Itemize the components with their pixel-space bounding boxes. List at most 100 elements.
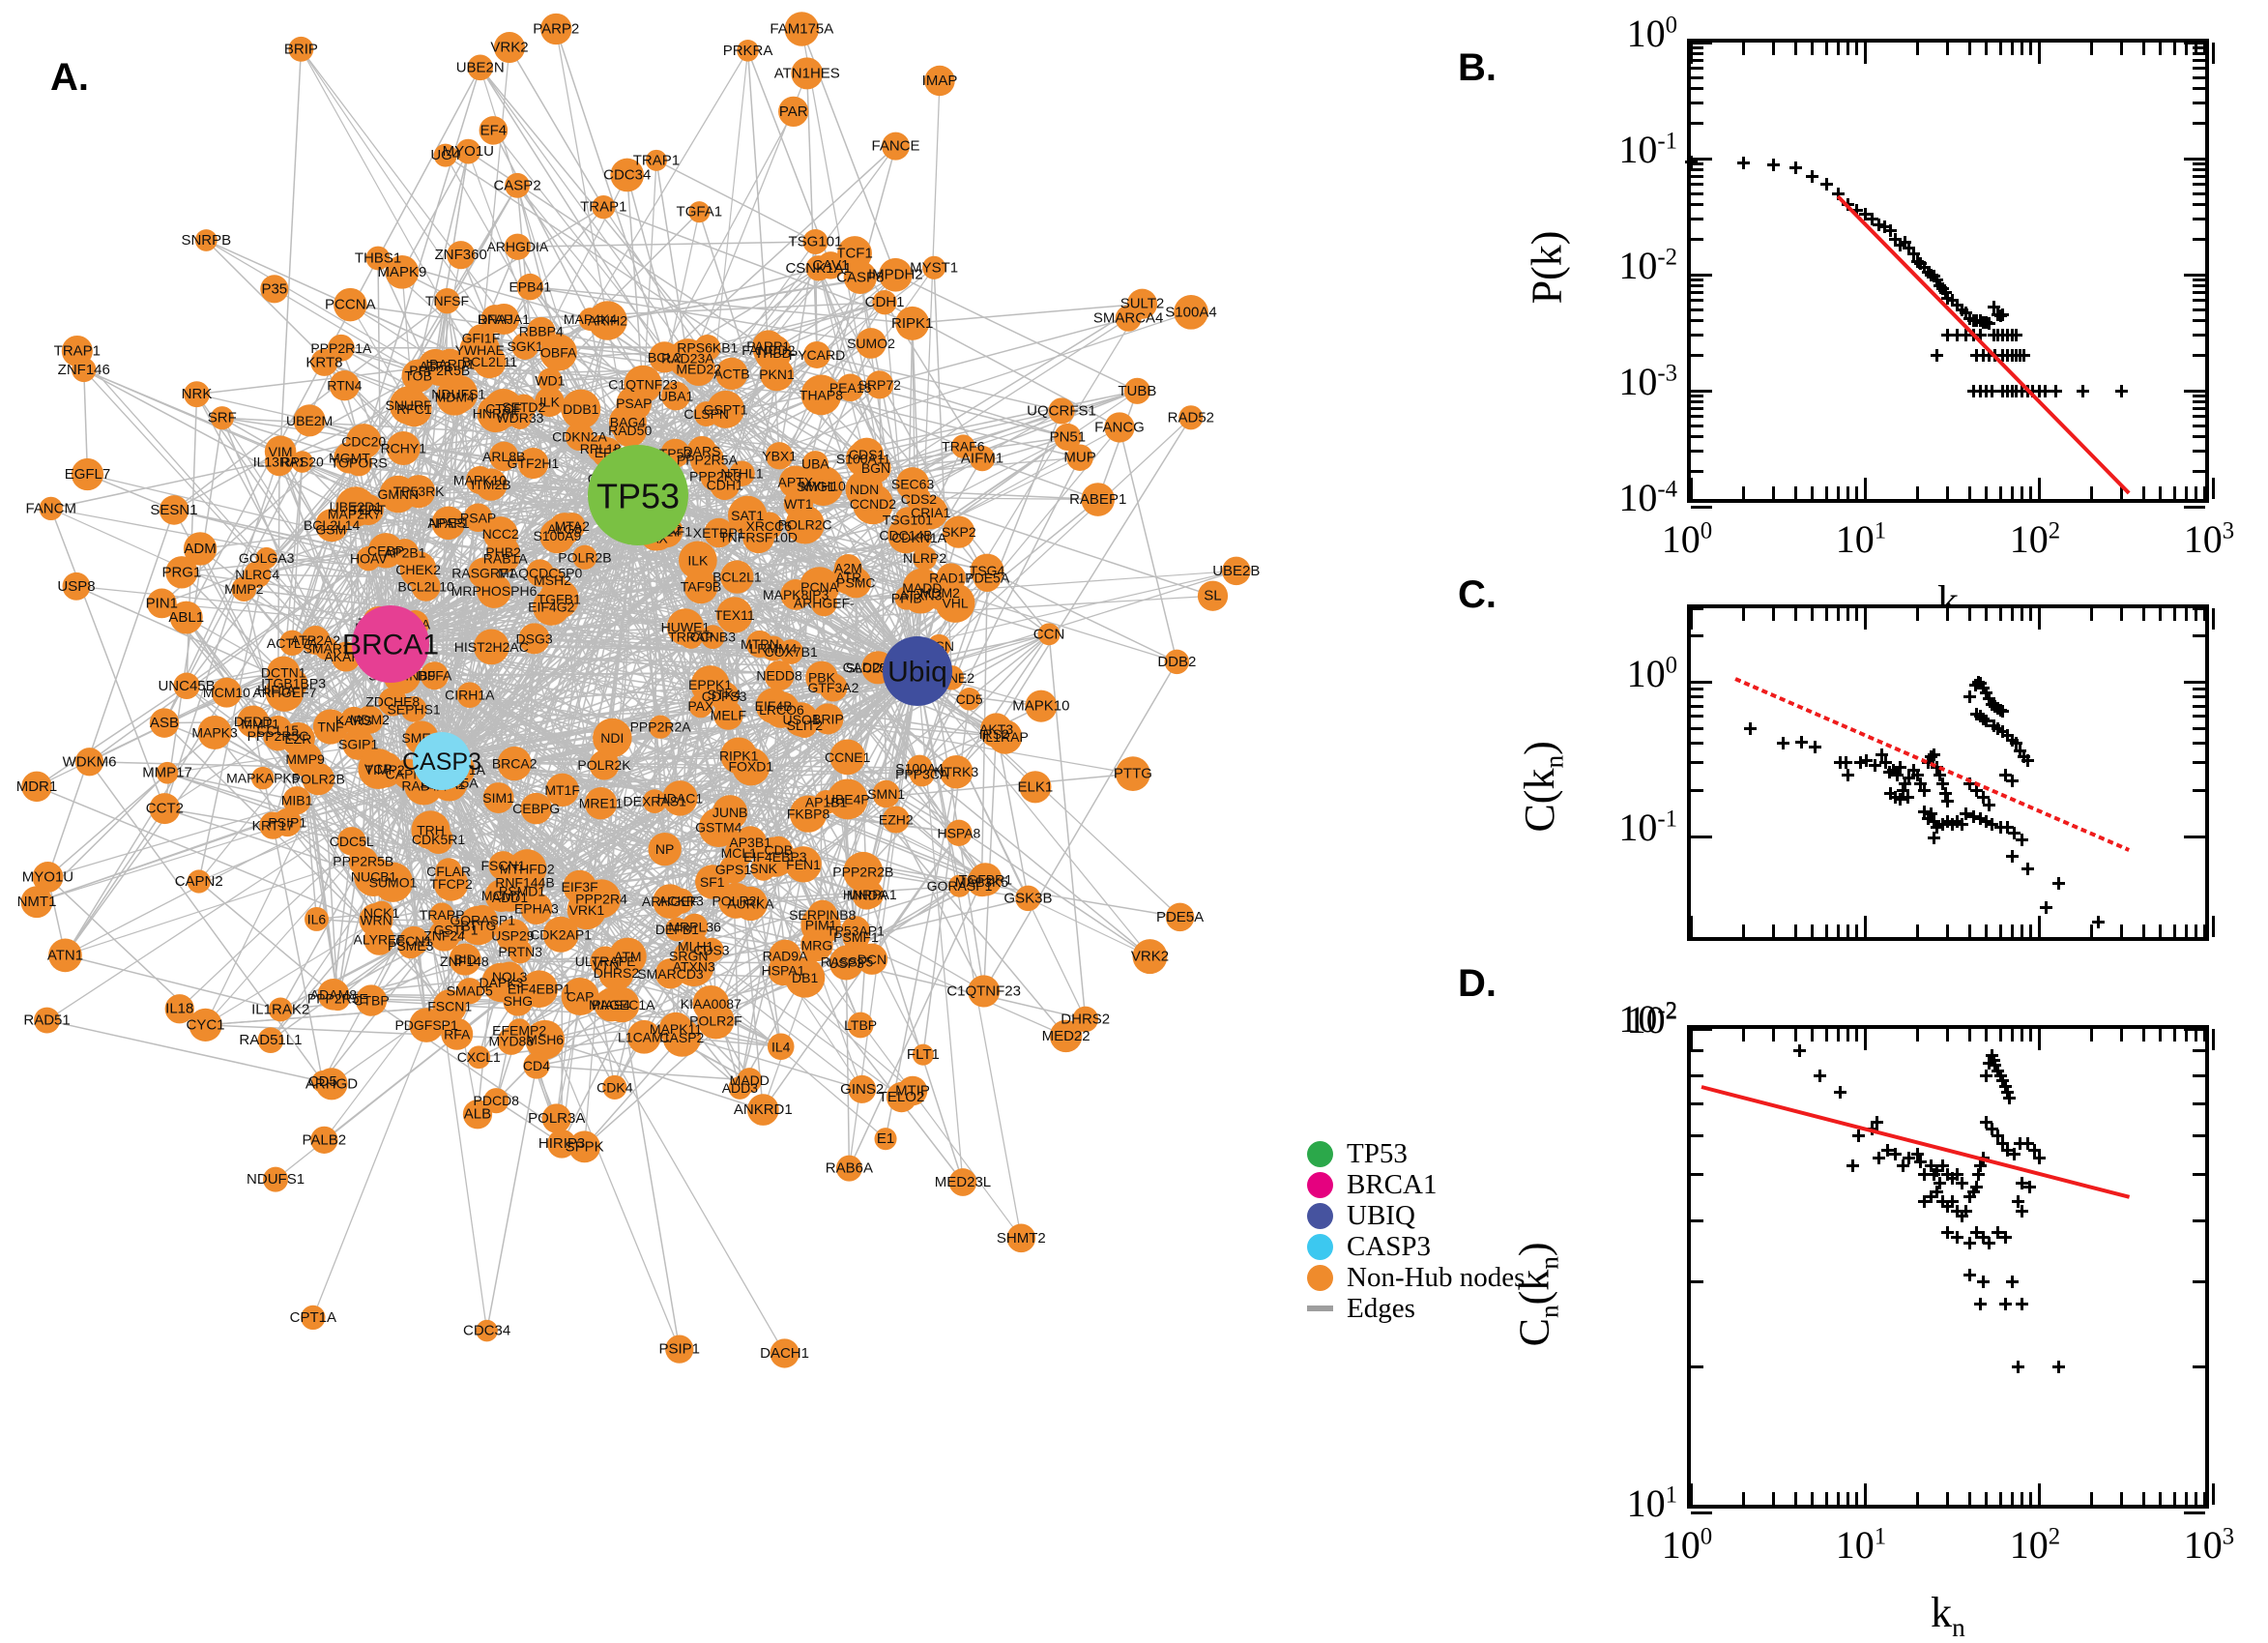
network-node[interactable] [498, 747, 532, 780]
network-node[interactable] [75, 748, 103, 776]
network-node[interactable] [627, 1020, 661, 1054]
network-node[interactable] [1104, 412, 1134, 442]
network-node[interactable] [943, 516, 974, 548]
network-node[interactable] [665, 1335, 693, 1364]
network-node[interactable] [173, 673, 200, 700]
network-node[interactable] [450, 944, 481, 976]
network-node[interactable] [475, 468, 507, 500]
network-node[interactable] [354, 857, 393, 896]
network-node[interactable] [281, 722, 315, 756]
network-node[interactable] [1072, 1007, 1098, 1033]
network-node[interactable] [701, 625, 725, 649]
network-node[interactable] [188, 869, 211, 893]
network-node[interactable] [320, 518, 341, 540]
network-node[interactable] [668, 889, 693, 914]
network-node[interactable] [716, 597, 752, 632]
network-node[interactable] [572, 545, 596, 570]
network-node[interactable] [945, 820, 972, 846]
network-node[interactable] [157, 762, 179, 784]
network-node[interactable] [720, 560, 753, 593]
network-node[interactable] [517, 274, 544, 301]
network-node[interactable] [883, 806, 910, 833]
network-node[interactable] [63, 572, 91, 601]
network-node[interactable] [691, 665, 730, 704]
network-node[interactable] [457, 682, 483, 708]
network-node[interactable] [725, 838, 753, 866]
network-node[interactable] [258, 1027, 284, 1053]
hub-node-brca1[interactable] [352, 605, 429, 683]
network-node[interactable] [872, 290, 896, 314]
network-node[interactable] [165, 556, 197, 588]
hub-node-casp3[interactable] [413, 732, 471, 790]
network-node[interactable] [256, 547, 277, 569]
network-node[interactable] [734, 887, 768, 921]
network-node[interactable] [211, 406, 234, 429]
network-node[interactable] [474, 630, 509, 665]
network-node[interactable] [800, 905, 840, 945]
network-node[interactable] [970, 446, 995, 471]
network-node[interactable] [940, 755, 973, 788]
network-node[interactable] [1015, 886, 1040, 911]
network-node[interactable] [856, 328, 887, 359]
network-node[interactable] [803, 341, 830, 368]
network-node[interactable] [770, 1338, 799, 1367]
network-node[interactable] [40, 497, 63, 520]
network-node[interactable] [679, 541, 717, 579]
network-node[interactable] [149, 793, 180, 824]
network-node[interactable] [263, 1167, 288, 1192]
network-node[interactable] [488, 304, 519, 335]
network-node[interactable] [387, 431, 421, 465]
network-node[interactable] [844, 261, 877, 294]
network-node[interactable] [330, 370, 360, 400]
network-node[interactable] [803, 466, 843, 506]
network-node[interactable] [737, 40, 759, 62]
network-node[interactable] [1116, 756, 1150, 791]
network-node[interactable] [649, 341, 680, 372]
network-node[interactable] [971, 554, 1004, 588]
network-node[interactable] [1038, 623, 1061, 645]
network-node[interactable] [592, 195, 615, 219]
network-node[interactable] [896, 467, 929, 500]
network-node[interactable] [535, 387, 565, 417]
network-graph[interactable]: TAF9BARL8BS100A4A2MALG8MAGEC1ARNF144BC1Q… [0, 0, 1411, 1559]
network-node[interactable] [396, 392, 431, 426]
network-node[interactable] [288, 37, 313, 62]
network-node[interactable] [165, 994, 194, 1023]
network-node[interactable] [476, 1320, 498, 1342]
network-node[interactable] [661, 381, 690, 410]
network-node[interactable] [195, 229, 218, 251]
network-node[interactable] [505, 234, 531, 260]
network-node[interactable] [517, 448, 548, 479]
network-node[interactable] [523, 1053, 549, 1079]
network-node[interactable] [189, 1009, 221, 1042]
network-node[interactable] [914, 495, 947, 529]
network-node[interactable] [715, 358, 747, 390]
network-node[interactable] [34, 1008, 60, 1034]
network-node[interactable] [559, 513, 586, 540]
network-node[interactable] [1198, 581, 1228, 611]
network-node[interactable] [212, 678, 242, 708]
network-node[interactable] [924, 66, 954, 96]
network-node[interactable] [579, 308, 602, 331]
network-node[interactable] [856, 881, 884, 909]
network-node[interactable] [768, 955, 798, 985]
network-node[interactable] [1178, 405, 1203, 429]
network-node[interactable] [489, 442, 518, 471]
network-node[interactable] [610, 159, 644, 192]
network-node[interactable] [267, 657, 300, 689]
network-node[interactable] [540, 14, 571, 44]
network-node[interactable] [1048, 397, 1074, 424]
network-node[interactable] [594, 953, 619, 978]
network-node[interactable] [913, 1044, 934, 1066]
network-node[interactable] [791, 57, 823, 89]
network-node[interactable] [447, 241, 475, 269]
network-node[interactable] [768, 1033, 795, 1060]
network-node[interactable] [1025, 690, 1057, 722]
network-node[interactable] [609, 403, 647, 441]
network-node[interactable] [279, 631, 305, 656]
network-node[interactable] [511, 395, 537, 420]
network-node[interactable] [326, 986, 350, 1011]
network-node[interactable] [520, 793, 551, 824]
network-node[interactable] [1132, 939, 1167, 974]
network-node[interactable] [967, 866, 997, 896]
